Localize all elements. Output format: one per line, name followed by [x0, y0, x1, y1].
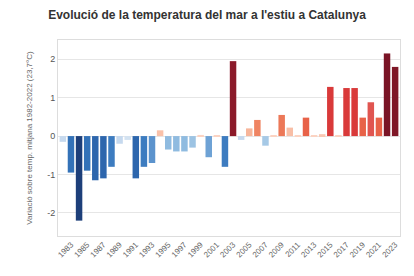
svg-text:1995: 1995: [154, 240, 173, 259]
svg-text:1997: 1997: [170, 240, 189, 259]
svg-text:2005: 2005: [235, 240, 254, 259]
svg-text:1993: 1993: [137, 240, 156, 259]
svg-text:2007: 2007: [251, 240, 270, 259]
svg-text:2013: 2013: [299, 240, 318, 259]
svg-text:Evolució de la temperatura del: Evolució de la temperatura del mar a l'e…: [48, 8, 366, 22]
svg-text:0: 0: [50, 131, 55, 141]
svg-text:2011: 2011: [284, 240, 303, 259]
svg-text:1987: 1987: [89, 240, 108, 259]
svg-text:-1: -1: [47, 170, 55, 180]
svg-text:2001: 2001: [202, 240, 221, 259]
svg-text:1991: 1991: [121, 240, 140, 259]
svg-text:2021: 2021: [364, 240, 383, 259]
svg-text:2: 2: [50, 54, 55, 64]
svg-text:2019: 2019: [348, 240, 367, 259]
svg-text:2017: 2017: [332, 240, 351, 259]
svg-text:2023: 2023: [380, 240, 399, 259]
svg-text:-2: -2: [47, 208, 55, 218]
svg-text:Variació sobre temp. mitjana 1: Variació sobre temp. mitjana 1982-2022 (…: [25, 51, 34, 225]
svg-text:1999: 1999: [186, 240, 205, 259]
svg-text:1983: 1983: [56, 240, 75, 259]
svg-text:1989: 1989: [105, 240, 124, 259]
svg-text:1985: 1985: [72, 240, 91, 259]
svg-text:2003: 2003: [218, 240, 237, 259]
svg-text:1: 1: [50, 93, 55, 103]
svg-text:2015: 2015: [316, 240, 335, 259]
svg-text:2009: 2009: [267, 240, 286, 259]
